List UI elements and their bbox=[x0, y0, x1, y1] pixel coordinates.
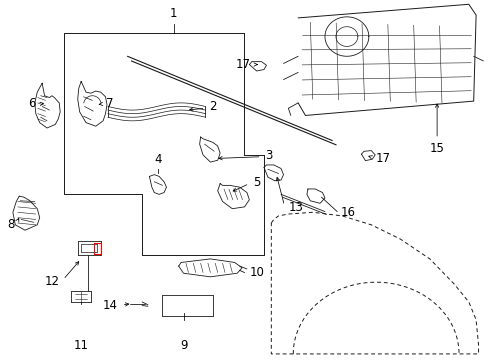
Text: 9: 9 bbox=[180, 338, 187, 351]
Text: 13: 13 bbox=[288, 202, 303, 215]
Text: 10: 10 bbox=[249, 266, 264, 279]
Text: 1: 1 bbox=[170, 8, 177, 21]
Text: 17: 17 bbox=[235, 58, 250, 71]
Text: 15: 15 bbox=[429, 141, 444, 155]
Text: 5: 5 bbox=[253, 176, 260, 189]
Text: 3: 3 bbox=[265, 149, 272, 162]
Text: 2: 2 bbox=[209, 100, 217, 113]
Text: 12: 12 bbox=[44, 275, 59, 288]
Text: 7: 7 bbox=[106, 98, 113, 111]
Text: 17: 17 bbox=[375, 152, 390, 165]
Text: 4: 4 bbox=[154, 153, 161, 166]
Text: 8: 8 bbox=[7, 218, 14, 231]
Text: 14: 14 bbox=[102, 300, 118, 312]
Text: 11: 11 bbox=[74, 338, 88, 351]
Text: 16: 16 bbox=[340, 206, 355, 219]
Text: 6: 6 bbox=[28, 98, 36, 111]
